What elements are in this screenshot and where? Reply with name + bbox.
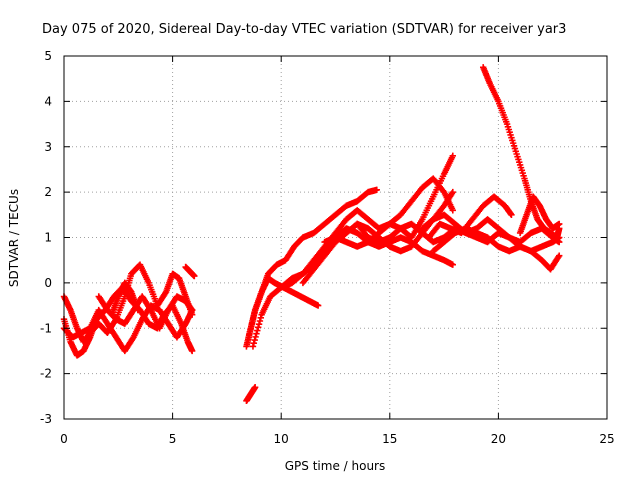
x-tick-label: 0 (60, 432, 68, 446)
data-point (251, 336, 258, 344)
axes: 0 5 10 15 20 25 -3 -2 -1 0 1 2 3 4 5 (40, 49, 615, 446)
y-tick-label: 4 (44, 94, 52, 108)
y-tick-label: 5 (44, 49, 52, 63)
data-point (250, 340, 258, 347)
data-point (188, 347, 196, 355)
data-point (256, 317, 264, 325)
data-point (191, 272, 198, 280)
data-point (134, 306, 142, 314)
data-point (556, 220, 563, 228)
y-tick-label: 3 (44, 140, 52, 154)
x-tick-label: 10 (274, 432, 289, 446)
data-point (373, 186, 380, 194)
series-track-19 (243, 384, 259, 405)
chart-title: Day 075 of 2020, Sidereal Day-to-day VTE… (42, 22, 566, 37)
series-track-15 (425, 193, 515, 241)
data-point (252, 333, 259, 341)
data-point (449, 207, 456, 214)
data-point (257, 314, 264, 322)
data-point (314, 302, 322, 309)
data-point (449, 152, 456, 160)
series-track-18 (516, 193, 563, 237)
x-tick-label: 15 (382, 432, 397, 446)
data-point (254, 327, 261, 334)
data-points (60, 64, 563, 405)
series-track-5 (108, 279, 142, 318)
y-tick-label: 1 (44, 231, 52, 245)
data-point (253, 330, 260, 337)
series-track-8 (245, 186, 380, 341)
y-tick-label: 2 (44, 185, 52, 199)
y-tick-label: -1 (40, 321, 52, 335)
series-track-16 (430, 225, 563, 273)
data-point (251, 384, 259, 391)
x-tick-label: 25 (599, 432, 614, 446)
data-point (556, 238, 563, 246)
plot-frame (63, 55, 608, 420)
data-point (449, 261, 456, 268)
series-track-12 (321, 152, 456, 250)
data-point (556, 252, 563, 259)
data-point (508, 211, 515, 219)
series-track-3 (60, 302, 196, 355)
data-point (249, 343, 257, 350)
data-point (188, 306, 196, 314)
x-axis-label: GPS time / hours (285, 459, 386, 473)
x-tick-label: 5 (169, 432, 177, 446)
x-tick-label: 20 (491, 432, 506, 446)
y-tick-label: 0 (44, 276, 52, 290)
data-point (255, 320, 263, 328)
data-point (254, 324, 262, 331)
y-tick-label: -3 (40, 412, 52, 426)
series-track-6 (182, 263, 198, 280)
series-track-17 (479, 64, 563, 241)
data-point (449, 188, 456, 196)
y-tick-label: -2 (40, 367, 52, 381)
y-axis-label: SDTVAR / TECUs (7, 189, 21, 287)
